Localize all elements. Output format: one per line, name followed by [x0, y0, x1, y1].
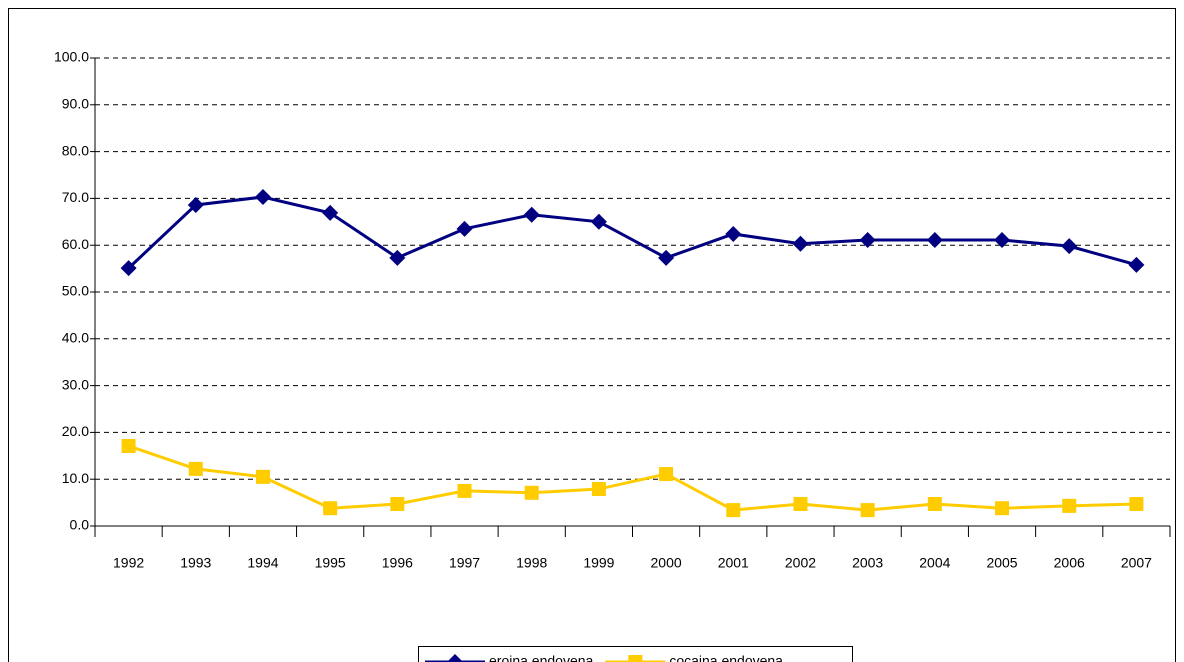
marker — [590, 213, 607, 230]
marker — [1128, 256, 1145, 273]
y-tick-label: 20.0 — [62, 423, 89, 439]
marker — [725, 225, 742, 242]
marker — [187, 196, 204, 213]
legend: eroina endovena cocaina endovena — [418, 646, 853, 662]
marker — [926, 232, 943, 249]
marker — [457, 483, 472, 498]
marker — [793, 497, 808, 512]
y-tick-label: 10.0 — [62, 470, 89, 486]
x-tick-label: 1995 — [315, 555, 346, 571]
marker — [927, 497, 942, 512]
marker — [628, 655, 643, 662]
x-tick-label: 1996 — [382, 555, 413, 571]
y-tick-label: 50.0 — [62, 283, 89, 299]
marker — [188, 461, 203, 476]
marker — [994, 232, 1011, 249]
marker — [659, 467, 674, 482]
y-tick-label: 80.0 — [62, 142, 89, 158]
y-tick-label: 0.0 — [70, 517, 90, 533]
y-tick-label: 70.0 — [62, 189, 89, 205]
x-tick-label: 1993 — [180, 555, 211, 571]
x-tick-label: 1994 — [247, 555, 278, 571]
y-tick-label: 60.0 — [62, 236, 89, 252]
marker — [323, 501, 338, 516]
marker — [389, 249, 406, 266]
marker — [322, 204, 339, 221]
x-tick-label: 2002 — [785, 555, 816, 571]
y-tick-label: 40.0 — [62, 330, 89, 346]
y-tick-label: 90.0 — [62, 96, 89, 112]
marker — [591, 482, 606, 497]
marker — [726, 503, 741, 518]
x-tick-label: 2004 — [919, 555, 950, 571]
x-tick-label: 2005 — [986, 555, 1017, 571]
x-tick-label: 2001 — [718, 555, 749, 571]
legend-label: cocaina endovena — [669, 653, 783, 662]
y-tick-label: 100.0 — [54, 49, 89, 65]
x-tick-label: 2003 — [852, 555, 883, 571]
series-line — [127, 195, 1137, 270]
marker — [1129, 497, 1144, 512]
marker — [456, 220, 473, 237]
marker — [524, 485, 539, 500]
marker — [860, 503, 875, 518]
marker — [658, 249, 675, 266]
marker — [255, 469, 270, 484]
marker — [447, 654, 463, 662]
marker — [859, 232, 876, 249]
x-tick-label: 2006 — [1054, 555, 1085, 571]
marker — [792, 235, 809, 252]
marker — [254, 188, 271, 205]
x-tick-label: 2000 — [651, 555, 682, 571]
marker — [120, 260, 137, 277]
x-tick-label: 1998 — [516, 555, 547, 571]
chart-border — [8, 8, 1176, 662]
y-tick-label: 30.0 — [62, 376, 89, 392]
marker — [1061, 238, 1078, 255]
marker — [523, 206, 540, 223]
series-line — [128, 444, 1137, 512]
x-tick-label: 1997 — [449, 555, 480, 571]
x-tick-label: 1992 — [113, 555, 144, 571]
x-tick-label: 2007 — [1121, 555, 1152, 571]
marker — [390, 497, 405, 512]
marker — [995, 501, 1010, 516]
legend-label: eroina endovena — [489, 653, 594, 662]
marker — [121, 438, 136, 453]
x-tick-label: 1999 — [583, 555, 614, 571]
marker — [1062, 498, 1077, 513]
